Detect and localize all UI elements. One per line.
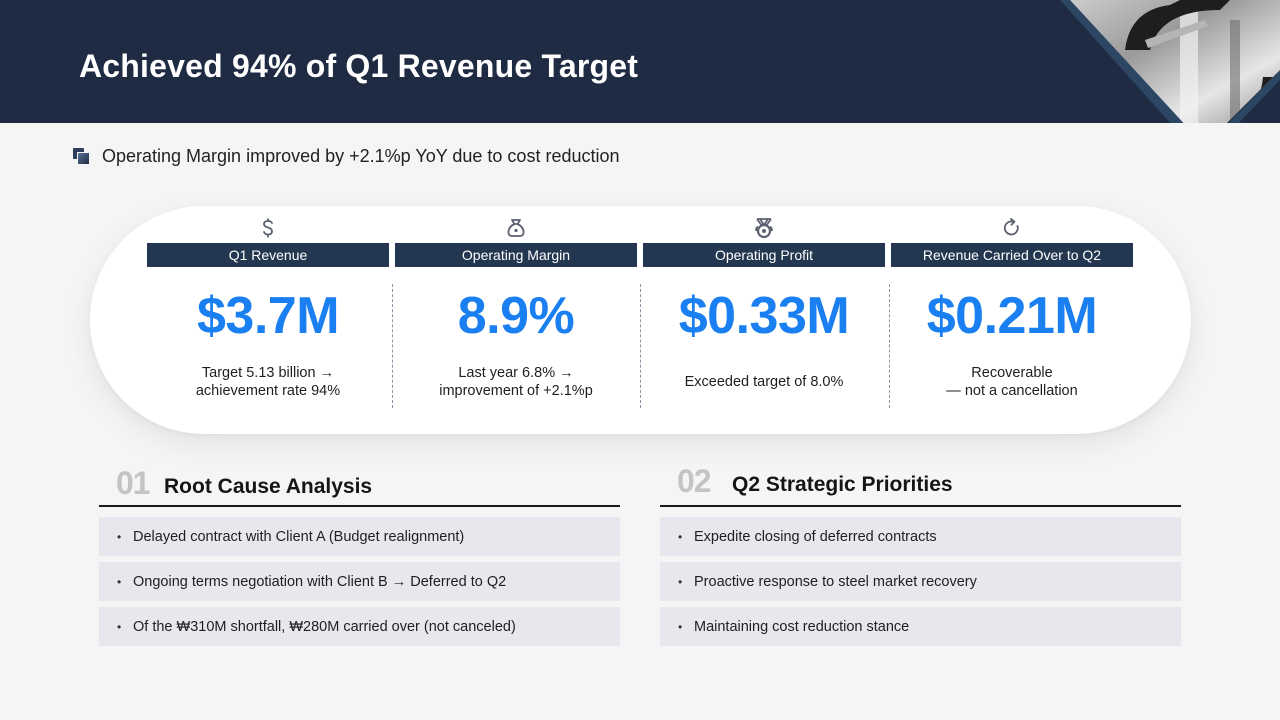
list-item: • Of the ₩310M shortfall, ₩280M carried o…: [99, 607, 620, 646]
list-item: • Ongoing terms negotiation with Client B…: [99, 562, 620, 601]
kpi-value: $3.7M: [196, 287, 340, 345]
kpi-divider: [889, 284, 890, 408]
kpi-operating-profit: Operating Profit $0.33M Exceeded target …: [643, 206, 885, 434]
kpi-label: Q1 Revenue: [147, 243, 389, 267]
kpi-card: Q1 Revenue $3.7M Target 5.13 billion → ac…: [90, 206, 1191, 434]
kpi-operating-margin: Operating Margin 8.9% Last year 6.8% → im…: [395, 206, 637, 434]
kpi-note: Recoverable — not a cancellation: [891, 362, 1133, 402]
list-item: • Maintaining cost reduction stance: [660, 607, 1181, 646]
kpi-value: $0.21M: [926, 287, 1098, 345]
kpi-note-line: improvement of +2.1%p: [439, 383, 593, 399]
kpi-divider: [392, 284, 393, 408]
kpi-label: Revenue Carried Over to Q2: [891, 243, 1133, 267]
kpi-note-line: Last year 6.8% →: [458, 365, 574, 381]
bullet-icon: •: [678, 529, 683, 544]
subtitle-row: Operating Margin improved by +2.1%p YoY …: [73, 146, 620, 167]
kpi-value: $0.33M: [678, 287, 850, 345]
kpi-label: Operating Margin: [395, 243, 637, 267]
bullet-icon: •: [117, 529, 122, 544]
page-title: Achieved 94% of Q1 Revenue Target: [79, 48, 639, 84]
kpi-note-line: Recoverable: [971, 365, 1053, 381]
refresh-icon: [891, 216, 1133, 240]
section-number: 01: [116, 465, 151, 501]
kpi-note: Last year 6.8% → improvement of +2.1%p: [395, 362, 637, 402]
header-banner: Achieved 94% of Q1 Revenue Target: [0, 0, 1280, 123]
kpi-value: 8.9%: [457, 287, 575, 345]
section-list: • Delayed contract with Client A (Budget …: [99, 517, 620, 646]
section-q2-priorities: 02 Q2 Strategic Priorities • Expedite clo…: [660, 460, 1181, 652]
list-item-text: Ongoing terms negotiation with Client B …: [133, 573, 507, 590]
section-list: • Expedite closing of deferred contracts …: [660, 517, 1181, 646]
kpi-note: Exceeded target of 8.0%: [643, 362, 885, 402]
list-item: • Proactive response to steel market reco…: [660, 562, 1181, 601]
money-bag-icon: [395, 216, 637, 240]
kpi-note-line: Exceeded target of 8.0%: [684, 374, 844, 390]
section-title: Root Cause Analysis: [164, 475, 373, 498]
kpi-q1-revenue: Q1 Revenue $3.7M Target 5.13 billion → ac…: [147, 206, 389, 434]
section-header: 01 Root Cause Analysis: [99, 462, 620, 507]
list-item: • Delayed contract with Client A (Budget …: [99, 517, 620, 556]
kpi-note-line: Target 5.13 billion →: [201, 365, 335, 381]
subtitle-text: Operating Margin improved by +2.1%p YoY …: [102, 146, 620, 166]
bullet-icon: •: [678, 619, 683, 634]
bullet-icon: •: [678, 574, 683, 589]
kpi-note: Target 5.13 billion → achievement rate 94…: [147, 362, 389, 402]
bullet-icon: •: [117, 574, 122, 589]
list-item: • Expedite closing of deferred contracts: [660, 517, 1181, 556]
section-number: 02: [677, 463, 712, 499]
list-item-text: Delayed contract with Client A (Budget r…: [133, 528, 465, 545]
list-item-text: Maintaining cost reduction stance: [694, 618, 910, 635]
kpi-note-line: — not a cancellation: [946, 383, 1078, 399]
section-title: Q2 Strategic Priorities: [732, 473, 953, 496]
list-item-text: Of the ₩310M shortfall, ₩280M carried ov…: [133, 618, 516, 635]
bullet-icon: •: [117, 619, 122, 634]
medal-icon: [643, 216, 885, 240]
kpi-note-line: achievement rate 94%: [195, 383, 341, 399]
kpi-label: Operating Profit: [643, 243, 885, 267]
kpi-revenue-carried-over: Revenue Carried Over to Q2 $0.21M Recove…: [891, 206, 1133, 434]
kpi-divider: [640, 284, 641, 408]
section-root-cause: 01 Root Cause Analysis • Delayed contract…: [99, 462, 620, 652]
section-header: 02 Q2 Strategic Priorities: [660, 460, 1181, 507]
dollar-icon: [147, 216, 389, 240]
stacked-squares-icon: [73, 147, 91, 166]
list-item-text: Expedite closing of deferred contracts: [694, 528, 937, 545]
list-item-text: Proactive response to steel market recov…: [694, 573, 977, 590]
steel-photo-image: [1060, 0, 1280, 123]
